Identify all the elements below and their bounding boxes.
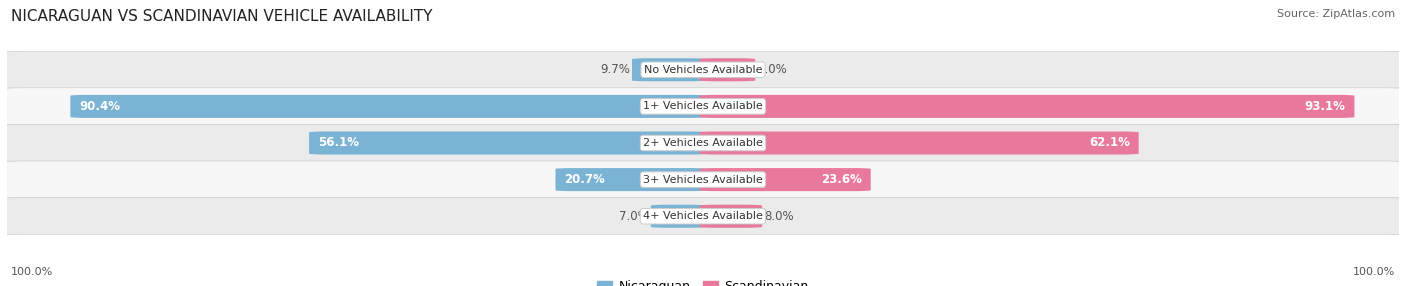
Text: 7.0%: 7.0% xyxy=(758,63,787,76)
Text: 8.0%: 8.0% xyxy=(765,210,794,223)
Text: 1+ Vehicles Available: 1+ Vehicles Available xyxy=(643,102,763,111)
Text: 3+ Vehicles Available: 3+ Vehicles Available xyxy=(643,175,763,184)
FancyBboxPatch shape xyxy=(0,161,1406,198)
FancyBboxPatch shape xyxy=(555,168,706,191)
FancyBboxPatch shape xyxy=(700,168,870,191)
FancyBboxPatch shape xyxy=(651,205,706,228)
FancyBboxPatch shape xyxy=(70,95,706,118)
FancyBboxPatch shape xyxy=(0,198,1406,235)
FancyBboxPatch shape xyxy=(0,124,1406,162)
Text: 4+ Vehicles Available: 4+ Vehicles Available xyxy=(643,211,763,221)
Text: 90.4%: 90.4% xyxy=(79,100,121,113)
Text: 100.0%: 100.0% xyxy=(1353,267,1395,277)
FancyBboxPatch shape xyxy=(309,132,706,154)
Text: 93.1%: 93.1% xyxy=(1305,100,1346,113)
Legend: Nicaraguan, Scandinavian: Nicaraguan, Scandinavian xyxy=(592,275,814,286)
FancyBboxPatch shape xyxy=(700,58,755,81)
Text: 56.1%: 56.1% xyxy=(318,136,359,150)
FancyBboxPatch shape xyxy=(0,88,1406,125)
FancyBboxPatch shape xyxy=(700,205,762,228)
FancyBboxPatch shape xyxy=(633,58,706,81)
Text: 2+ Vehicles Available: 2+ Vehicles Available xyxy=(643,138,763,148)
FancyBboxPatch shape xyxy=(700,132,1139,154)
FancyBboxPatch shape xyxy=(700,95,1354,118)
Text: 23.6%: 23.6% xyxy=(821,173,862,186)
Text: No Vehicles Available: No Vehicles Available xyxy=(644,65,762,75)
Text: Source: ZipAtlas.com: Source: ZipAtlas.com xyxy=(1277,9,1395,19)
Text: 20.7%: 20.7% xyxy=(564,173,605,186)
FancyBboxPatch shape xyxy=(0,51,1406,88)
Text: 7.0%: 7.0% xyxy=(619,210,648,223)
Text: NICARAGUAN VS SCANDINAVIAN VEHICLE AVAILABILITY: NICARAGUAN VS SCANDINAVIAN VEHICLE AVAIL… xyxy=(11,9,433,23)
Text: 62.1%: 62.1% xyxy=(1088,136,1129,150)
Text: 100.0%: 100.0% xyxy=(11,267,53,277)
Text: 9.7%: 9.7% xyxy=(600,63,630,76)
